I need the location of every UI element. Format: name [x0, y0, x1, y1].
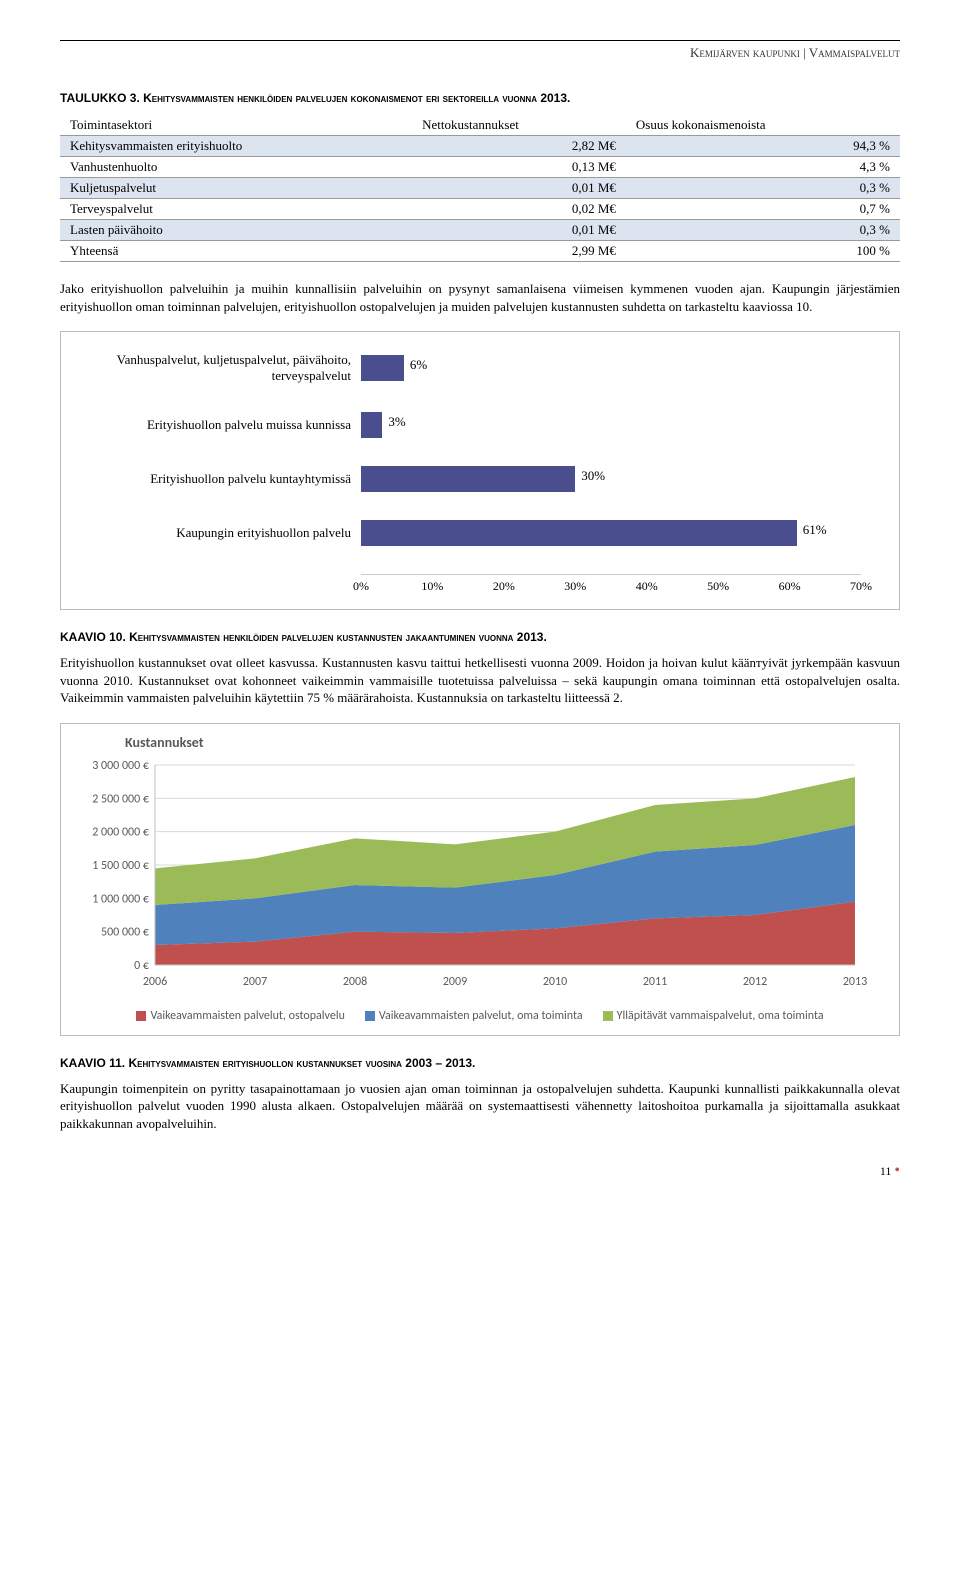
table-cell: 2,82 M€	[412, 136, 626, 157]
bar-label: Vanhuspalvelut, kuljetuspalvelut, päiväh…	[81, 352, 361, 384]
axis-tick: 40%	[636, 579, 658, 594]
bar-fill	[361, 412, 382, 438]
bar-value: 6%	[410, 357, 427, 373]
table-cell: Vanhustenhuolto	[60, 157, 412, 178]
table-cell: Kehitysvammaisten erityishuolto	[60, 136, 412, 157]
svg-text:2007: 2007	[243, 975, 267, 989]
table-row: Lasten päivähoito0,01 M€0,3 %	[60, 220, 900, 241]
bar-value: 30%	[581, 468, 605, 484]
axis-tick: 50%	[707, 579, 729, 594]
svg-text:3 000 000 €: 3 000 000 €	[92, 759, 149, 773]
axis-tick: 20%	[493, 579, 515, 594]
legend-swatch	[603, 1011, 613, 1021]
bar-row: Erityishuollon palvelu muissa kunnissa 3%	[81, 412, 869, 438]
bar-value: 61%	[803, 522, 827, 538]
table-cell: Terveyspalvelut	[60, 199, 412, 220]
bar-fill	[361, 466, 575, 492]
bar-row: Erityishuollon palvelu kuntayhtymissä 30%	[81, 466, 869, 492]
svg-text:2011: 2011	[643, 975, 667, 989]
table-cell: 100 %	[626, 241, 900, 262]
bar-fill	[361, 355, 404, 381]
legend-item: Ylläpitävät vammaispalvelut, oma toimint…	[603, 1009, 824, 1023]
axis-tick: 60%	[779, 579, 801, 594]
legend-swatch	[365, 1011, 375, 1021]
area-chart-title: Kustannukset	[125, 734, 885, 751]
area-chart: Kustannukset 0 € 500 000 € 1 000 000 € 1 50…	[60, 723, 900, 1036]
svg-text:1 500 000 €: 1 500 000 €	[92, 859, 149, 873]
table-cell: Kuljetuspalvelut	[60, 178, 412, 199]
col-header: Nettokustannukset	[412, 115, 626, 136]
table-cell: 2,99 M€	[412, 241, 626, 262]
page-number: 11 •	[60, 1162, 900, 1180]
col-header: Osuus kokonaismenoista	[626, 115, 900, 136]
bar-label: Erityishuollon palvelu muissa kunnissa	[81, 417, 361, 433]
table-cell: 0,02 M€	[412, 199, 626, 220]
svg-text:0 €: 0 €	[134, 959, 149, 973]
col-header: Toimintasektori	[60, 115, 412, 136]
bar-chart: Vanhuspalvelut, kuljetuspalvelut, päiväh…	[60, 331, 900, 610]
bar-label: Kaupungin erityishuollon palvelu	[81, 525, 361, 541]
svg-text:2006: 2006	[143, 975, 167, 989]
table-cell: 0,13 M€	[412, 157, 626, 178]
table-cell: 4,3 %	[626, 157, 900, 178]
svg-text:2009: 2009	[443, 975, 467, 989]
table-cell: 0,01 M€	[412, 220, 626, 241]
axis-tick: 10%	[421, 579, 443, 594]
paragraph: Kaupungin toimenpitein on pyritty tasapa…	[60, 1080, 900, 1133]
svg-text:500 000 €: 500 000 €	[101, 925, 149, 939]
legend-item: Vaikeavammaisten palvelut, ostopalvelu	[136, 1009, 344, 1023]
table-cell: 94,3 %	[626, 136, 900, 157]
data-table: Toimintasektori Nettokustannukset Osuus …	[60, 115, 900, 262]
table-row: Kuljetuspalvelut0,01 M€0,3 %	[60, 178, 900, 199]
chart-caption: KAAVIO 11. Kehitysvammaisten erityishuol…	[60, 1056, 900, 1070]
bar-fill	[361, 520, 797, 546]
svg-text:2010: 2010	[543, 975, 567, 989]
svg-text:2012: 2012	[743, 975, 767, 989]
table-row: Vanhustenhuolto0,13 M€4,3 %	[60, 157, 900, 178]
bar-row: Vanhuspalvelut, kuljetuspalvelut, päiväh…	[81, 352, 869, 384]
axis-tick: 0%	[353, 579, 369, 594]
bar-label: Erityishuollon palvelu kuntayhtymissä	[81, 471, 361, 487]
legend-item: Vaikeavammaisten palvelut, oma toiminta	[365, 1009, 583, 1023]
svg-text:1 000 000 €: 1 000 000 €	[92, 892, 149, 906]
svg-text:2013: 2013	[843, 975, 867, 989]
table-row: Yhteensä2,99 M€100 %	[60, 241, 900, 262]
table-cell: 0,3 %	[626, 178, 900, 199]
table-caption: TAULUKKO 3. Kehitysvammaisten henkilöide…	[60, 91, 900, 105]
legend-swatch	[136, 1011, 146, 1021]
bar-value: 3%	[388, 414, 405, 430]
table-row: Kehitysvammaisten erityishuolto2,82 M€94…	[60, 136, 900, 157]
svg-text:2 000 000 €: 2 000 000 €	[92, 825, 149, 839]
table-cell: 0,7 %	[626, 199, 900, 220]
table-cell: Lasten päivähoito	[60, 220, 412, 241]
page-header: Kemijärven kaupunki | Vammaispalvelut	[60, 45, 900, 61]
table-cell: 0,3 %	[626, 220, 900, 241]
chart-caption: KAAVIO 10. Kehitysvammaisten henkilöiden…	[60, 630, 900, 644]
axis-tick: 70%	[850, 579, 872, 594]
svg-text:2 500 000 €: 2 500 000 €	[92, 792, 149, 806]
svg-text:2008: 2008	[343, 975, 367, 989]
paragraph: Erityishuollon kustannukset ovat olleet …	[60, 654, 900, 707]
table-cell: 0,01 M€	[412, 178, 626, 199]
paragraph: Jako erityishuollon palveluihin ja muihi…	[60, 280, 900, 315]
table-row: Terveyspalvelut0,02 M€0,7 %	[60, 199, 900, 220]
bar-row: Kaupungin erityishuollon palvelu 61%	[81, 520, 869, 546]
table-cell: Yhteensä	[60, 241, 412, 262]
axis-tick: 30%	[564, 579, 586, 594]
